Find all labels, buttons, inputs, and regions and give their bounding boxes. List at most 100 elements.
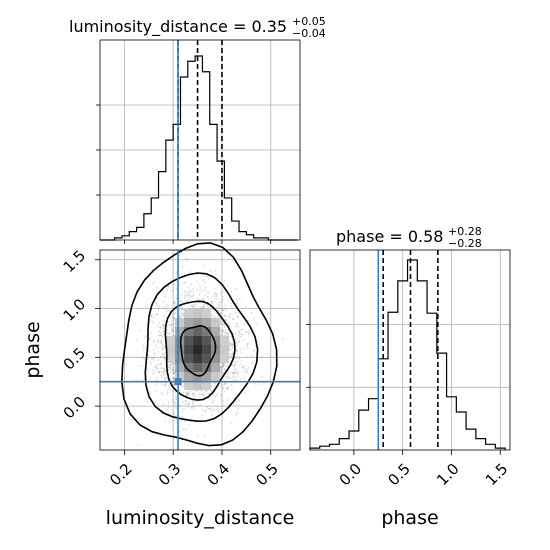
scatter-point [174, 303, 177, 305]
scatter-point [237, 407, 239, 410]
scatter-point [211, 402, 214, 404]
scatter-point [231, 389, 233, 392]
scatter-point [187, 402, 190, 405]
scatter-point [222, 387, 225, 390]
scatter-point [241, 366, 244, 368]
scatter-point [221, 368, 224, 371]
scatter-point [181, 410, 184, 413]
scatter-point [207, 298, 210, 300]
scatter-point [220, 371, 223, 373]
scatter-point [185, 294, 187, 296]
scatter-point [226, 333, 229, 336]
scatter-point [233, 372, 236, 375]
density-cell [202, 327, 212, 337]
scatter-point [160, 362, 162, 365]
scatter-point [183, 282, 185, 285]
scatter-point [218, 310, 220, 313]
scatter-point [173, 317, 176, 319]
scatter-point [166, 389, 169, 392]
scatter-point [227, 386, 230, 389]
scatter-point [172, 316, 175, 318]
scatter-point [170, 363, 173, 366]
scatter-point [167, 369, 170, 372]
scatter-point [235, 367, 238, 370]
scatter-point [221, 364, 224, 367]
scatter-point [142, 356, 145, 359]
scatter-point [223, 364, 226, 366]
scatter-point [243, 370, 246, 373]
xlabel-luminosity-distance: luminosity_distance [106, 507, 295, 529]
scatter-point [182, 407, 185, 410]
scatter-point [214, 395, 217, 397]
scatter-point [234, 377, 236, 380]
scatter-point [228, 349, 231, 352]
scatter-point [136, 379, 139, 382]
scatter-point [184, 291, 187, 294]
scatter-point [222, 298, 224, 301]
scatter-point [214, 316, 217, 319]
scatter-point [173, 322, 176, 325]
scatter-point [222, 323, 225, 326]
scatter-point [240, 359, 243, 362]
scatter-point [172, 372, 175, 374]
scatter-point [172, 363, 175, 366]
scatter-point [237, 370, 239, 373]
scatter-point [167, 285, 170, 288]
scatter-point [156, 359, 159, 361]
scatter-point [234, 288, 237, 290]
scatter-point [153, 282, 155, 284]
scatter-point [185, 258, 187, 261]
scatter-point [156, 363, 159, 366]
scatter-point [238, 332, 241, 335]
scatter-point [172, 377, 175, 380]
scatter-point [233, 360, 236, 363]
scatter-point [153, 352, 156, 355]
scatter-point [186, 257, 189, 260]
scatter-point [196, 297, 199, 300]
scatter-point [235, 349, 238, 352]
scatter-point [189, 290, 192, 293]
scatter-point [227, 322, 230, 325]
scatter-point [198, 293, 201, 296]
scatter-point [246, 356, 249, 359]
scatter-point [203, 294, 206, 297]
scatter-point [158, 322, 160, 325]
scatter-point [182, 313, 185, 316]
scatter-point [155, 368, 158, 371]
x-tick-label: 0.4 [204, 460, 234, 490]
scatter-point [163, 358, 166, 361]
scatter-point [198, 392, 201, 395]
scatter-point [152, 341, 155, 343]
scatter-point [224, 315, 227, 318]
scatter-point [231, 371, 234, 374]
scatter-point [203, 306, 206, 308]
scatter-point [165, 310, 168, 313]
scatter-point [235, 322, 237, 325]
scatter-point [202, 307, 205, 309]
scatter-point [215, 295, 218, 298]
scatter-point [212, 409, 215, 412]
scatter-point [206, 295, 209, 298]
density-cell [184, 354, 194, 364]
scatter-point [245, 331, 248, 334]
scatter-point [184, 403, 187, 406]
scatter-point [151, 357, 153, 360]
scatter-point [234, 364, 237, 367]
scatter-point [198, 404, 201, 407]
scatter-point [215, 292, 218, 295]
scatter-point [187, 403, 190, 405]
scatter-point [232, 318, 235, 321]
scatter-point [172, 366, 175, 369]
scatter-point [217, 306, 220, 309]
scatter-point [225, 318, 228, 321]
scatter-point [171, 306, 174, 309]
scatter-point [232, 364, 235, 367]
scatter-point [151, 358, 153, 361]
scatter-point [151, 320, 153, 322]
title-luminosity-distance-sup: +0.05 [292, 15, 326, 28]
scatter-point [245, 369, 248, 372]
scatter-point [162, 330, 165, 333]
scatter-point [159, 342, 162, 345]
scatter-point [230, 344, 233, 346]
scatter-point [187, 391, 190, 394]
